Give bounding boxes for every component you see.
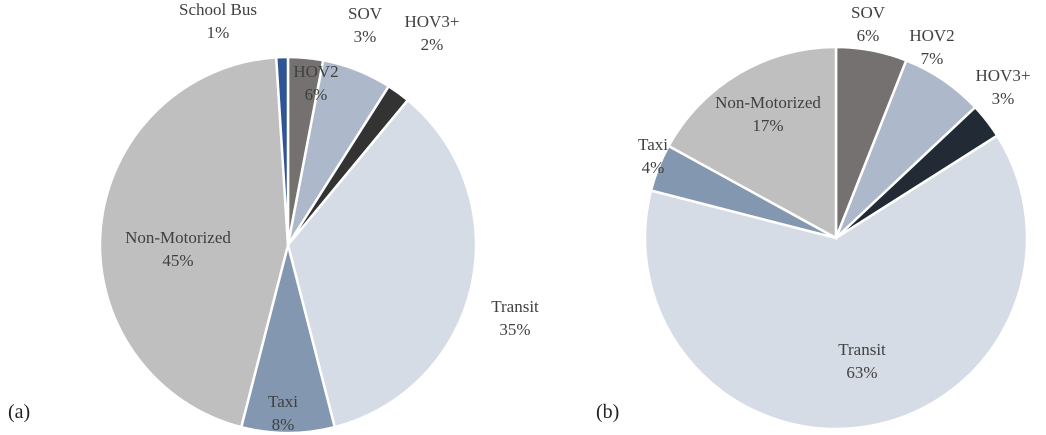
slice-label: Taxi [638, 135, 668, 154]
pie-slice [643, 133, 1029, 431]
slice-value-label: 6% [305, 85, 328, 104]
slice-value-label: 35% [499, 320, 530, 339]
pie-slice [98, 56, 290, 429]
slice-value-label: 8% [272, 415, 295, 434]
slice-value-label: 7% [921, 49, 944, 68]
panel-label: (b) [596, 401, 619, 423]
slice-label: HOV2 [293, 62, 338, 81]
slice-label: HOV3+ [976, 66, 1031, 85]
slice-label: School Bus [179, 0, 257, 19]
slice-value-label: 2% [421, 35, 444, 54]
slice-label: Non-Motorized [715, 93, 821, 112]
slice-value-label: 63% [846, 363, 877, 382]
pie-slice [666, 45, 838, 241]
slice-label: HOV2 [909, 26, 954, 45]
slice-label: Non-Motorized [125, 228, 231, 247]
slice-label: Transit [491, 297, 539, 316]
slice-value-label: 6% [857, 26, 880, 45]
slice-label: SOV [851, 3, 886, 22]
pie-slice [286, 98, 478, 429]
slice-value-label: 3% [354, 27, 377, 46]
slice-value-label: 17% [752, 116, 783, 135]
slice-value-label: 4% [642, 158, 665, 177]
pie-slice [274, 55, 290, 246]
slice-label: Transit [838, 340, 886, 359]
slice-value-label: 1% [207, 23, 230, 42]
slice-label: SOV [348, 4, 383, 23]
slice-value-label: 3% [992, 89, 1015, 108]
slice-label: Taxi [268, 392, 298, 411]
slice-label: HOV3+ [405, 12, 460, 31]
pie-slice [239, 244, 337, 435]
panel-label: (a) [8, 401, 30, 423]
slice-value-label: 45% [162, 251, 193, 270]
